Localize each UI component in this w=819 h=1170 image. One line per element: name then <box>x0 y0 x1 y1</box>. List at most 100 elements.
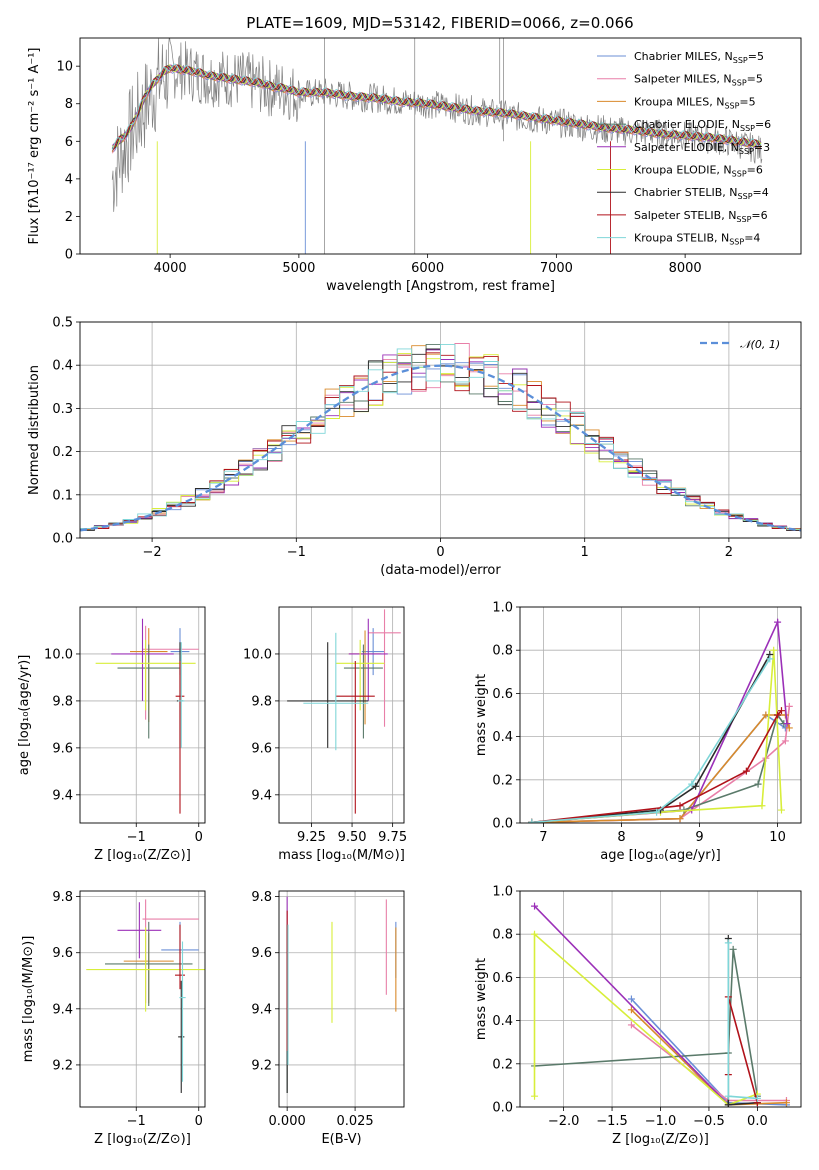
panel-residuals: −2 −1 0 1 2 0.0 0.1 0.2 0.3 0.4 0.5 (data-model)/er… <box>27 316 802 578</box>
plot-area <box>95 618 199 814</box>
x-tick-label: −1 <box>127 1114 146 1129</box>
x-tick-label: 0.0 <box>747 1114 768 1129</box>
figure-title: PLATE=1609, MJD=53142, FIBERID=0066, z=0… <box>246 14 633 32</box>
series-marker <box>777 707 785 715</box>
x-tick-label: 9.25 <box>297 830 326 845</box>
point-kroupa-elodie <box>95 639 196 711</box>
series-marker <box>774 711 782 719</box>
legend-subscript: SSP <box>736 215 751 224</box>
y-tick-label: 0.2 <box>492 1057 513 1072</box>
x-axis-label: (data-model)/error <box>380 563 501 578</box>
x-tick-label: 1 <box>581 545 589 560</box>
x-tick-label: −1 <box>287 545 306 560</box>
series-marker <box>729 945 737 953</box>
series-marker <box>785 702 793 710</box>
legend-label-kroupa-stelib: Kroupa STELIB, NSSP=4 <box>634 232 760 247</box>
x-tick-label: −0.5 <box>693 1114 725 1129</box>
legend-tail: =4 <box>744 232 760 245</box>
x-tick-label: 2 <box>725 545 733 560</box>
panel-spectrum: 4000 5000 6000 7000 8000 0 2 4 6 8 10 wavelength [A… <box>27 37 802 294</box>
legend-name: Chabrier STELIB, N <box>634 186 738 199</box>
axes-frame <box>79 321 802 539</box>
legend-label-salpeter-elodie: Salpeter ELODIE, NSSP=3 <box>634 141 770 156</box>
series-marker <box>742 767 750 775</box>
legend-name: Salpeter ELODIE, N <box>634 141 739 154</box>
series-marker <box>676 815 684 823</box>
legend-subscript: SSP <box>729 238 744 247</box>
series-line <box>533 905 729 1106</box>
series-salpeter-stelib <box>528 707 785 823</box>
y-axis-label: Normed distribution <box>27 365 42 495</box>
point-salpeter-elodie <box>111 618 174 701</box>
x-tick-label: 4000 <box>154 261 187 276</box>
y-tick-label: 9.2 <box>251 1058 272 1073</box>
legend-name: Salpeter STELIB, N <box>634 209 736 222</box>
y-tick-label: 0.6 <box>492 687 513 702</box>
x-tick-label: −2.0 <box>548 1114 580 1129</box>
point-kroupa-elodie <box>335 639 385 711</box>
y-tick-label: 0.6 <box>492 971 513 986</box>
point-kroupa-stelib <box>303 632 369 751</box>
y-tick-label: 0.2 <box>52 445 73 460</box>
panel-age_vs_mass: 9.25 9.50 9.75 9.4 9.6 9.8 10.0 mass [log₁₀(M/M… <box>243 606 407 863</box>
y-tick-label: 0.5 <box>52 316 73 331</box>
series-marker <box>754 780 762 788</box>
series-line <box>531 658 771 823</box>
x-axis-label: Z [log₁₀(Z/Z⊙)] <box>94 1132 191 1147</box>
panel-weight_vs_Z: −2.0 −1.5 −1.0 −0.5 0.0 0.0 0.2 0.4 0.6 0.8 1.0 Z [… <box>474 885 802 1147</box>
plot-area <box>528 618 793 823</box>
plot-area <box>80 343 801 532</box>
y-tick-label: 0.8 <box>492 928 513 943</box>
x-axis-label: age [log₁₀(age/yr)] <box>600 848 721 863</box>
x-axis-label: wavelength [Angstrom, rest frame] <box>326 279 555 294</box>
series-marker <box>528 818 536 823</box>
legend-label-kroupa-miles: Kroupa MILES, NSSP=5 <box>634 95 756 110</box>
x-axis-label: Z [log₁₀(Z/Z⊙)] <box>612 1132 709 1147</box>
legend-subscript: SSP <box>724 101 739 110</box>
series-marker <box>783 720 791 728</box>
plot-area <box>286 896 397 1093</box>
series-marker <box>724 1101 732 1107</box>
y-tick-label: 0.4 <box>492 1014 513 1029</box>
panel-age_vs_Z: −1 0 9.4 9.6 9.8 10.0 Z [log₁₀(Z/Z⊙)] age [log₁… <box>17 606 206 863</box>
series-marker <box>724 1092 732 1100</box>
series-marker <box>531 1092 539 1100</box>
series-chabrier-elodie <box>531 945 761 1100</box>
y-tick-label: 0.4 <box>492 730 513 745</box>
legend-subscript: SSP <box>733 56 748 65</box>
y-tick-label: 9.2 <box>52 1058 73 1073</box>
plot-area <box>287 609 401 814</box>
point-salpeter-elodie <box>348 618 388 701</box>
x-tick-label: 6000 <box>411 261 444 276</box>
series-kroupa-stelib <box>724 939 761 1102</box>
series-marker <box>627 995 635 1003</box>
legend-label-salpeter-miles: Salpeter MILES, NSSP=5 <box>634 73 763 88</box>
point-chabrier-elodie <box>105 921 193 1007</box>
panel-weight_vs_age: 7 8 9 10 0.0 0.2 0.4 0.6 0.8 1.0 age [log₁₀(age/yr… <box>474 601 802 863</box>
model-spectrum-salpeter-stelib <box>111 64 762 151</box>
y-tick-label: 6 <box>65 135 73 150</box>
x-tick-label: 7 <box>539 830 547 845</box>
y-tick-label: 0.4 <box>52 359 73 374</box>
y-axis-label: age [log₁₀(age/yr)] <box>17 655 32 776</box>
x-tick-label: 9.75 <box>378 830 407 845</box>
series-marker <box>627 1006 635 1014</box>
y-tick-label: 0.1 <box>52 488 73 503</box>
legend-tail: =5 <box>739 95 755 108</box>
x-axis-label: Z [log₁₀(Z/Z⊙)] <box>94 848 191 863</box>
legend-name: Chabrier MILES, N <box>634 50 733 63</box>
x-tick-label: −1.0 <box>645 1114 677 1129</box>
panel-mass_vs_ebv: 0.000 0.025 9.2 9.4 9.6 9.8 E(B-V) <box>251 890 405 1147</box>
y-tick-label: 0.0 <box>52 532 73 547</box>
model-spectrum-kroupa-stelib <box>111 63 762 151</box>
series-marker <box>770 646 778 654</box>
y-tick-label: 10 <box>56 60 73 75</box>
legend-label-salpeter-stelib: Salpeter STELIB, NSSP=6 <box>634 209 768 224</box>
series-marker <box>781 737 789 745</box>
legend-tail: =6 <box>747 164 763 177</box>
y-axis-label: Flux [fλ10⁻¹⁷ erg cm⁻² s⁻¹ A⁻¹] <box>27 48 42 245</box>
legend-name: Salpeter MILES, N <box>634 73 732 86</box>
x-tick-label: −1.5 <box>596 1114 628 1129</box>
legend-subscript: SSP <box>732 170 747 179</box>
